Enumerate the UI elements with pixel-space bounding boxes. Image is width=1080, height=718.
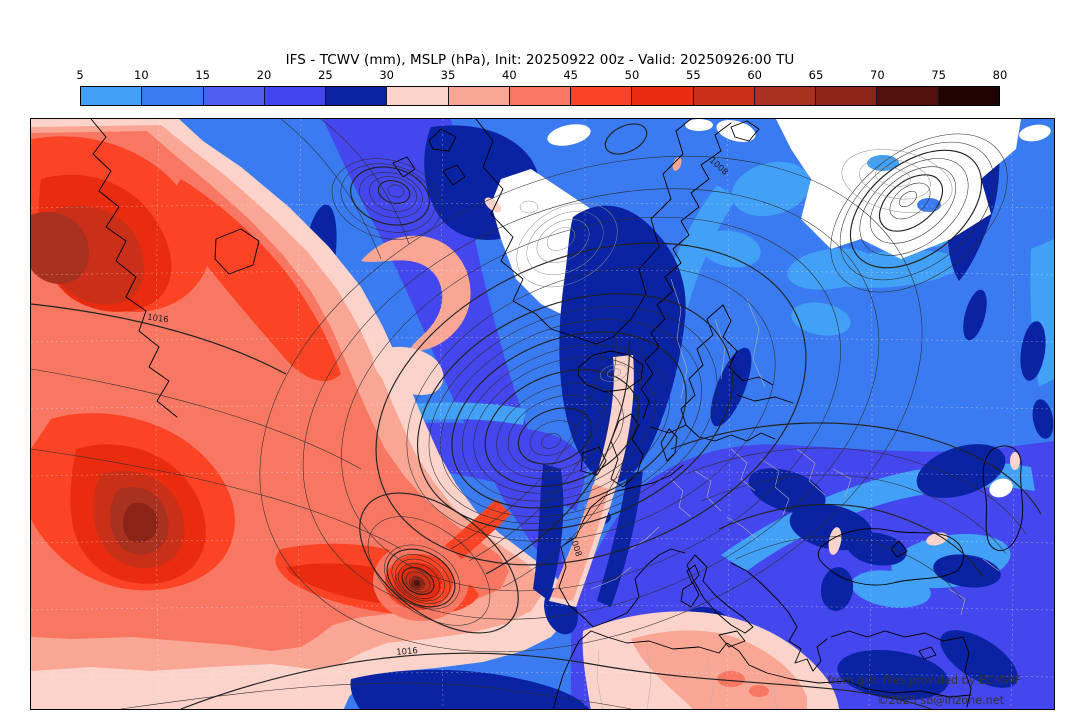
colorbar-segment [753, 87, 816, 105]
chart-title: IFS - TCWV (mm), MSLP (hPa), Init: 20250… [285, 52, 795, 68]
terrain-contours [516, 149, 953, 382]
colorbar-tick-label: 35 [440, 68, 456, 82]
colorbar-tick-label: 10 [134, 68, 149, 82]
attribution-source: from grib files provided by ECMWF [828, 674, 1021, 687]
colorbar-tick-label: 65 [808, 68, 824, 82]
colorbar-segment [202, 87, 264, 105]
colorbar-tick-label: 80 [992, 68, 1008, 82]
colorbar-segment [508, 87, 571, 105]
colorbar-segment [876, 87, 938, 105]
colorbar-segment [141, 87, 203, 105]
isobars [31, 119, 1042, 709]
colorbar-tick-label: 55 [686, 68, 701, 82]
colorbar-segment [815, 87, 877, 105]
colorbar-tick-label: 50 [624, 68, 640, 82]
colorbar-segment [386, 87, 448, 105]
colorbar-segment [81, 87, 142, 105]
colorbar-tick-label: 20 [256, 68, 272, 82]
weather-map: 1016 1016 1008 1008 from grib files prov… [30, 118, 1055, 710]
colorbar-tick-label: 45 [563, 68, 578, 82]
contour-label: 1016 [396, 646, 418, 658]
colorbar-segment [447, 87, 509, 105]
colorbar-segment [325, 87, 387, 105]
colorbar-tick-label: 30 [379, 68, 394, 82]
coastlines [90, 119, 1024, 709]
moisture-field [31, 119, 1054, 709]
colorbar-segment [631, 87, 693, 105]
contour-label: 1016 [146, 313, 169, 326]
colorbar-tick-label: 70 [870, 68, 885, 82]
colorbar-segment [692, 87, 754, 105]
colorbar-tick-label: 5 [76, 68, 84, 82]
map-svg: 1016 1016 1008 1008 from grib files prov… [31, 119, 1054, 709]
colorbar-segment [937, 87, 999, 105]
colorbar-tick-label: 25 [318, 68, 333, 82]
colorbar-segment [570, 87, 632, 105]
colorbar-tick-label: 75 [931, 68, 946, 82]
attribution-copyright: ©2025 sb@irlzone.net [877, 694, 1004, 707]
colorbar-tick-label: 15 [195, 68, 210, 82]
colorbar-ticks: 5 10 15 20 25 30 35 40 45 50 55 60 65 70 75 80 [76, 68, 1007, 83]
colorbar-tick-label: 60 [747, 68, 762, 82]
colorbar-tick-label: 40 [502, 68, 517, 82]
colorbar-segment [263, 87, 326, 105]
colorbar [80, 86, 1000, 106]
